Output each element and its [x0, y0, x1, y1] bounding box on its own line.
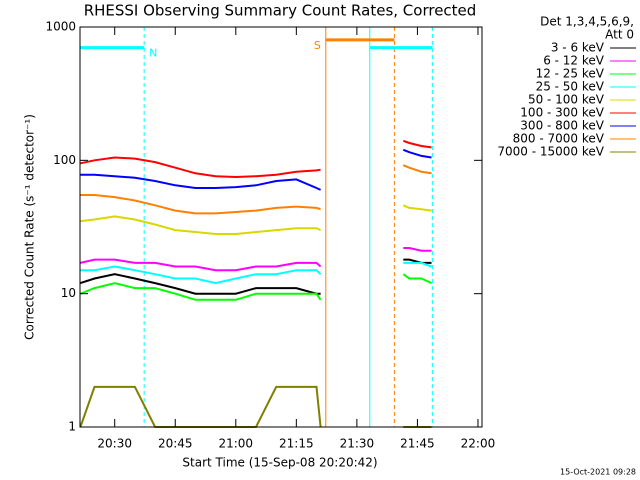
legend-label: 12 - 25 keV: [536, 67, 605, 81]
legend-label: 3 - 6 keV: [551, 41, 605, 55]
y-tick-label: 1: [68, 420, 76, 434]
legend-label: 800 - 7000 keV: [513, 132, 605, 146]
legend-label: 6 - 12 keV: [543, 54, 605, 68]
series-line: [79, 385, 432, 428]
legend-title: Det 1,3,4,5,6,9,: [540, 15, 634, 29]
series-line: [80, 261, 432, 285]
series-line: [80, 148, 432, 191]
series-line: [80, 258, 432, 295]
series-line: [80, 247, 432, 272]
legend-label: 50 - 100 keV: [528, 93, 605, 107]
timestamp: 15-Oct-2021 09:28: [560, 468, 636, 477]
flag-label: S: [314, 39, 321, 52]
series-line: [80, 204, 432, 235]
legend-label: 300 - 800 keV: [520, 119, 604, 133]
legend-title: Att 0: [605, 28, 634, 42]
x-axis-label: Start Time (15-Sep-08 20:20:42): [182, 456, 377, 470]
series-line: [80, 139, 432, 179]
x-tick-label: 20:45: [158, 437, 193, 451]
x-tick-label: 22:00: [461, 437, 496, 451]
series-line: [80, 164, 432, 215]
x-tick-label: 21:45: [400, 437, 435, 451]
legend-label: 7000 - 15000 keV: [497, 145, 604, 159]
flag-label: N: [149, 47, 157, 60]
legend-label: 25 - 50 keV: [536, 80, 605, 94]
legend-label: 100 - 300 keV: [520, 106, 604, 120]
x-tick-label: 21:00: [218, 437, 253, 451]
chart-title: RHESSI Observing Summary Count Rates, Co…: [84, 2, 477, 20]
y-tick-label: 100: [53, 153, 76, 167]
x-tick-label: 21:15: [279, 437, 314, 451]
plot-frame: [79, 26, 483, 428]
y-axis-label: Corrected Count Rate (s⁻¹ detector⁻¹): [23, 114, 37, 340]
y-tick-label: 10: [61, 286, 76, 300]
series-line: [80, 273, 432, 301]
y-tick-label: 1000: [45, 20, 76, 34]
x-tick-label: 20:30: [97, 437, 132, 451]
x-tick-label: 21:30: [340, 437, 375, 451]
